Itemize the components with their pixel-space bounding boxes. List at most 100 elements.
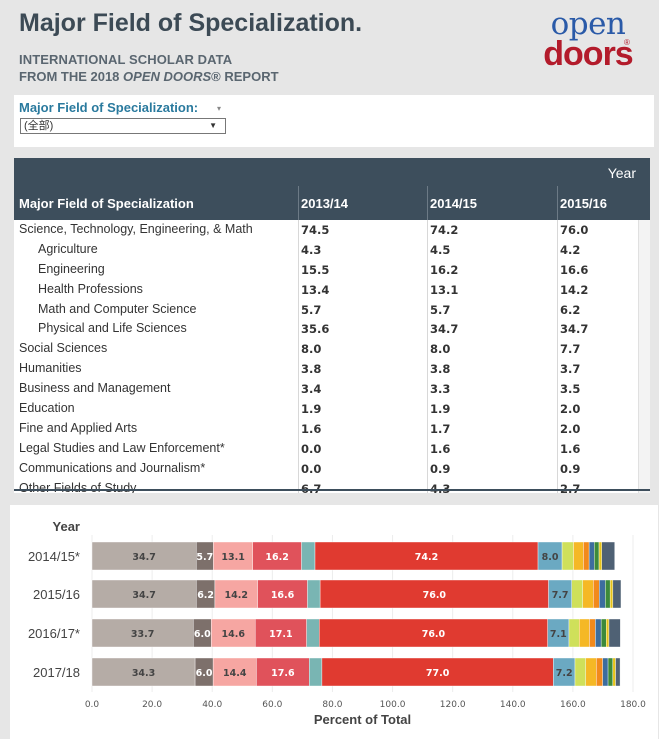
column-divider: [557, 186, 558, 220]
column-divider: [557, 220, 558, 493]
row-value: 1.6: [560, 441, 581, 456]
bar-segment: [594, 541, 600, 571]
bar-segment: [612, 657, 616, 687]
bar-segment: [573, 541, 584, 571]
subtitle-italic: OPEN DOORS: [123, 69, 212, 84]
table-row[interactable]: Fine and Applied Arts 1.6 1.7 2.0: [14, 419, 650, 439]
bar-data-label: 16.2: [265, 552, 288, 563]
x-tick-label: 180.0: [620, 700, 646, 710]
bar-segment: [609, 579, 614, 609]
row-field-name: Legal Studies and Law Enforcement*: [19, 440, 225, 455]
bar-segment: [314, 541, 539, 571]
row-value: 5.7: [430, 302, 451, 317]
bar-segment: [321, 657, 554, 687]
subtitle-pre: FROM THE 2018: [19, 69, 124, 84]
table-row[interactable]: Education 1.9 1.9 2.0: [14, 399, 650, 419]
bar-segment: [608, 618, 621, 648]
table-row[interactable]: Engineering 15.5 16.2 16.6: [14, 260, 650, 280]
bar-segment: [615, 657, 621, 687]
bar-data-label: 7.1: [550, 629, 567, 640]
row-value: 0.0: [301, 441, 322, 456]
table-row[interactable]: Social Sciences 8.0 8.0 7.7: [14, 339, 650, 359]
bar-data-label: 7.2: [556, 668, 573, 679]
bar-segment: [579, 618, 590, 648]
row-value: 13.4: [301, 282, 330, 297]
bar-segment: [307, 579, 321, 609]
row-value: 1.9: [430, 402, 451, 417]
stacked-bar-chart: 0.0 20.0 40.0 60.0 80.0 100.0 120.0 140.0 160.0 1…: [10, 505, 658, 739]
x-tick-label: 160.0: [560, 700, 586, 710]
filter-panel: Major Field of Specialization: ▾ (全部) ▼: [14, 95, 654, 147]
x-tick-label: 60.0: [262, 700, 282, 710]
row-value: 4.5: [430, 242, 451, 257]
x-tick-label: 0.0: [85, 700, 100, 710]
bar-segment: [252, 541, 302, 571]
table-row[interactable]: Science, Technology, Engineering, & Math…: [14, 220, 650, 240]
table-row[interactable]: Legal Studies and Law Enforcement* 0.0 1.6…: [14, 439, 650, 459]
bar-segment: [255, 618, 307, 648]
chevron-down-icon[interactable]: ▼: [209, 121, 217, 130]
bar-data-label: 74.2: [415, 552, 438, 563]
bar-segment: [213, 541, 253, 571]
table-row[interactable]: Business and Management 3.4 3.3 3.5: [14, 379, 650, 399]
bar-segment: [583, 541, 590, 571]
table-row[interactable]: Physical and Life Sciences 35.6 34.7 34.7: [14, 319, 650, 339]
table-row[interactable]: Health Professions 13.4 13.1 14.2: [14, 280, 650, 300]
column-header-2015-16[interactable]: 2015/16: [560, 196, 607, 211]
row-value: 1.9: [301, 402, 322, 417]
row-field-name: Communications and Journalism*: [19, 460, 206, 475]
bar-data-label: 17.6: [271, 668, 295, 679]
table-scrollbar[interactable]: [638, 220, 650, 493]
table-row[interactable]: Agriculture 4.3 4.5 4.2: [14, 240, 650, 260]
table-row[interactable]: Communications and Journalism* 0.0 0.9 0.9: [14, 459, 650, 479]
row-field-name: Fine and Applied Arts: [19, 420, 138, 435]
row-value: 74.2: [430, 223, 459, 237]
row-value: 3.3: [430, 382, 451, 397]
logo-registered-mark: ®: [624, 38, 630, 47]
bar-data-label: 8.0: [542, 552, 559, 563]
column-header-2013-14[interactable]: 2013/14: [301, 196, 348, 211]
bar-segment: [588, 541, 595, 571]
filter-menu-caret-icon[interactable]: ▾: [217, 104, 222, 113]
row-value: 3.5: [560, 382, 581, 397]
y-category-label: 2017/18: [33, 665, 80, 680]
bar-segment: [319, 579, 549, 609]
row-value: 3.4: [301, 382, 322, 397]
bar-segment: [612, 579, 622, 609]
page-title: Major Field of Specialization.: [19, 9, 363, 37]
major-field-header[interactable]: Major Field of Specialization: [19, 196, 194, 211]
row-field-name: Humanities: [19, 361, 82, 376]
table-row[interactable]: Math and Computer Science 5.7 5.7 6.2: [14, 300, 650, 320]
bar-data-label: 33.7: [131, 629, 154, 640]
bar-segment: [589, 618, 596, 648]
bar-segment: [256, 657, 310, 687]
row-field-name: Other Fields of Study: [19, 480, 137, 493]
bar-data-label: 6.2: [197, 590, 214, 601]
bar-segment: [607, 657, 614, 687]
y-axis-title: Year: [53, 519, 80, 534]
bar-segment: [599, 579, 606, 609]
column-divider: [427, 186, 428, 220]
y-category-label: 2016/17*: [28, 626, 80, 641]
bar-segment: [585, 657, 597, 687]
table-bottom-border: [14, 489, 650, 491]
bar-segment: [606, 618, 610, 648]
row-value: 3.8: [430, 362, 451, 377]
bar-segment: [309, 657, 323, 687]
x-tick-label: 140.0: [500, 700, 526, 710]
table-body: Science, Technology, Engineering, & Math…: [14, 220, 650, 493]
bar-data-label: 17.1: [269, 629, 292, 640]
open-doors-logo[interactable]: open doors ®: [538, 6, 638, 72]
bar-segment: [568, 618, 580, 648]
row-field-name: Science, Technology, Engineering, & Math: [19, 222, 253, 236]
chart-svg: 0.0 20.0 40.0 60.0 80.0 100.0 120.0 140.0 160.0 1…: [28, 519, 646, 727]
bar-segment: [211, 618, 256, 648]
column-header-2014-15[interactable]: 2014/15: [430, 196, 477, 211]
subtitle-line-2: FROM THE 2018 OPEN DOORS® REPORT: [19, 69, 279, 84]
field-dropdown[interactable]: (全部) ▼: [20, 118, 226, 134]
bar-segment: [574, 657, 587, 687]
row-value: 0.0: [301, 461, 322, 476]
logo-open-text: open: [550, 6, 626, 42]
table-row[interactable]: Humanities 3.8 3.8 3.7: [14, 359, 650, 379]
row-value: 74.5: [301, 223, 330, 237]
